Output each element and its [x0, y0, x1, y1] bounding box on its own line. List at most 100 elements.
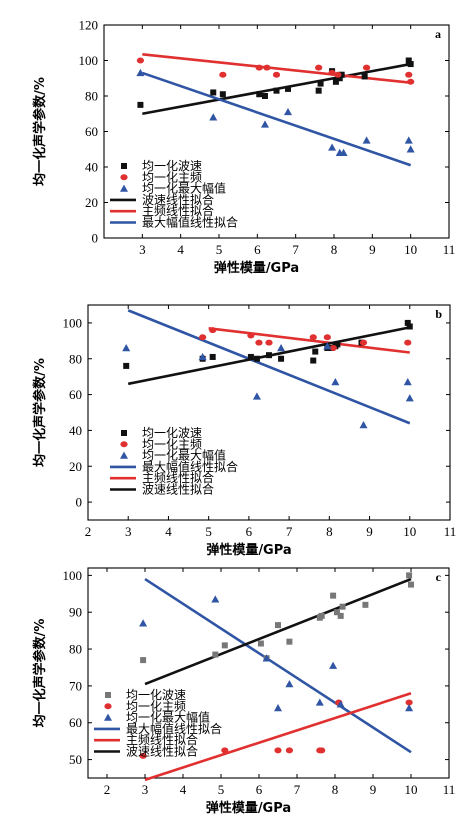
data-point	[404, 339, 412, 346]
x-tick-label: 5	[218, 782, 225, 797]
x-tick-label: 4	[165, 524, 172, 539]
data-point	[336, 700, 345, 708]
legend-marker	[120, 184, 128, 192]
y-tick-label: 100	[63, 315, 83, 330]
data-point	[328, 69, 336, 76]
data-point	[262, 654, 271, 662]
fit-line	[144, 577, 412, 754]
x-tick-label: 7	[286, 524, 293, 539]
data-point	[139, 752, 147, 759]
data-point	[359, 421, 368, 429]
legend-label: 波速线性拟合	[142, 192, 214, 207]
x-tick-label: 5	[205, 524, 212, 539]
data-point	[339, 603, 346, 610]
chart-panel-c: 2 3 4 5 6 7 8 9 10 11 50 60 70 80 90 100 c 弹性模量/GPa 均一化声学参…	[32, 567, 455, 816]
data-point	[310, 357, 317, 364]
legend-marker	[120, 451, 128, 459]
data-point	[247, 332, 255, 339]
data-point	[275, 622, 281, 629]
legend-label: 主频线性拟合	[126, 732, 198, 747]
y-axis-label: 均一化声学参数/%	[32, 619, 48, 728]
legend-label: 均一化最大幅值	[126, 710, 210, 725]
y-tick-label: 60	[85, 124, 98, 139]
x-axis-label: 弹性模量/GPa	[206, 800, 291, 816]
x-tick-label: 11	[444, 524, 457, 539]
data-point	[285, 680, 294, 688]
y-tick-label: 70	[69, 678, 82, 693]
legend-marker	[104, 703, 112, 710]
data-point	[315, 64, 323, 71]
data-point	[221, 642, 228, 649]
y-tick-label: 60	[69, 715, 82, 730]
x-axis-label: 弹性模量/GPa	[206, 542, 291, 558]
y-axis-label: 均一化声学参数/%	[32, 77, 48, 186]
y-axis-label: 均一化声学参数/%	[32, 358, 48, 467]
y-tick-label: 20	[69, 459, 82, 474]
data-point	[315, 698, 324, 706]
data-point	[139, 619, 148, 627]
data-point	[209, 113, 218, 121]
y-tick-label: 80	[69, 642, 82, 657]
data-point	[256, 91, 263, 98]
fit-line	[142, 52, 411, 84]
data-point	[262, 93, 268, 99]
x-tick-label: 8	[331, 242, 338, 257]
fit-line	[144, 692, 412, 782]
legend-label: 均一化主频	[142, 437, 202, 451]
data-point	[330, 592, 337, 599]
data-point	[329, 661, 338, 669]
data-point	[334, 341, 341, 348]
legend-label: 主频线性拟合	[142, 470, 214, 485]
y-tick-label: 120	[79, 18, 99, 33]
data-point	[221, 747, 229, 754]
legend-label: 均一化波速	[126, 688, 186, 702]
data-point	[406, 572, 413, 579]
data-point	[272, 71, 281, 78]
x-tick-label: 2	[104, 782, 111, 797]
x-tick-label: 3	[139, 242, 146, 257]
data-point	[199, 334, 207, 341]
x-tick-label: 9	[370, 782, 377, 797]
x-tick-label: 11	[443, 242, 456, 257]
panel-letter: a	[435, 27, 441, 41]
legend-label: 波速线性拟合	[142, 482, 214, 497]
data-point	[405, 699, 413, 706]
data-point	[273, 87, 280, 94]
y-tick-label: 90	[69, 605, 82, 620]
legend-label: 最大幅值线性拟合	[142, 215, 238, 230]
data-point	[255, 339, 263, 346]
data-point	[140, 657, 147, 664]
data-point	[266, 352, 272, 359]
data-point	[247, 353, 254, 360]
data-point	[339, 148, 348, 156]
legend-marker	[120, 441, 128, 448]
data-point	[211, 595, 220, 603]
x-tick-label: 9	[369, 242, 376, 257]
data-point	[323, 334, 331, 341]
data-point	[253, 355, 260, 362]
data-point	[265, 339, 273, 346]
data-point	[362, 601, 369, 608]
x-tick-label: 5	[216, 242, 223, 257]
y-tick-label: 0	[92, 231, 99, 246]
data-point	[318, 747, 326, 754]
panel-letter: b	[435, 307, 442, 321]
data-point	[210, 89, 217, 96]
data-point	[255, 64, 263, 71]
fit-line	[144, 577, 412, 686]
x-tick-label: 8	[326, 524, 333, 539]
data-point	[209, 353, 216, 360]
data-point	[333, 609, 340, 616]
y-tick-label: 100	[63, 568, 83, 583]
data-point	[274, 704, 282, 712]
data-point	[407, 78, 415, 85]
x-axis-label: 弹性模量/GPa	[214, 260, 299, 276]
data-point	[261, 120, 269, 128]
y-tick-label: 80	[85, 89, 98, 104]
data-point	[278, 355, 285, 362]
y-tick-label: 20	[85, 195, 98, 210]
data-point	[337, 612, 344, 619]
legend-marker	[105, 692, 111, 698]
